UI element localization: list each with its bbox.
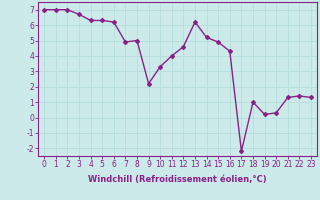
X-axis label: Windchill (Refroidissement éolien,°C): Windchill (Refroidissement éolien,°C)	[88, 175, 267, 184]
